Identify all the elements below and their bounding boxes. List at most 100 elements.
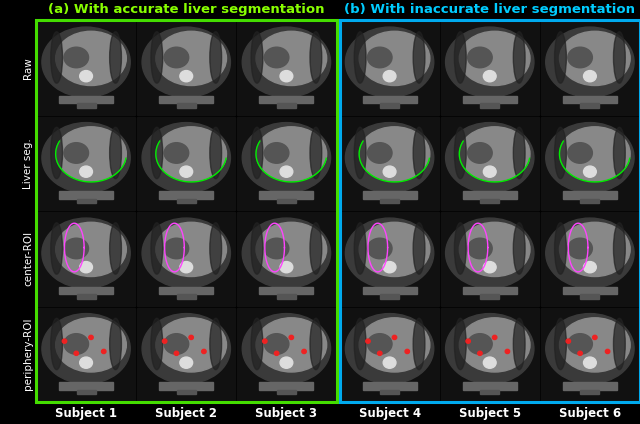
- Ellipse shape: [42, 123, 131, 192]
- Ellipse shape: [243, 123, 331, 192]
- Bar: [177, 390, 196, 394]
- Ellipse shape: [346, 27, 434, 97]
- Ellipse shape: [89, 335, 93, 340]
- Ellipse shape: [383, 166, 396, 177]
- Ellipse shape: [454, 223, 466, 274]
- Bar: [580, 390, 600, 394]
- Text: Subject 1: Subject 1: [55, 407, 117, 419]
- Ellipse shape: [142, 123, 230, 192]
- Bar: [363, 382, 417, 390]
- Ellipse shape: [302, 349, 307, 354]
- Bar: [380, 294, 399, 299]
- Bar: [59, 96, 113, 103]
- Text: (a) With accurate liver segmentation: (a) With accurate liver segmentation: [48, 3, 324, 17]
- Bar: [137, 117, 236, 210]
- Bar: [37, 117, 135, 210]
- Bar: [441, 21, 539, 114]
- Ellipse shape: [566, 339, 570, 343]
- Ellipse shape: [189, 335, 193, 340]
- Ellipse shape: [614, 318, 625, 370]
- Ellipse shape: [413, 223, 425, 274]
- Ellipse shape: [51, 127, 63, 179]
- Ellipse shape: [243, 27, 331, 97]
- Ellipse shape: [468, 334, 492, 354]
- Ellipse shape: [584, 166, 596, 177]
- Ellipse shape: [546, 123, 634, 192]
- Ellipse shape: [251, 223, 263, 274]
- Ellipse shape: [359, 127, 430, 181]
- Bar: [563, 382, 617, 390]
- Ellipse shape: [280, 70, 292, 82]
- Bar: [159, 96, 213, 103]
- Ellipse shape: [355, 127, 366, 179]
- Bar: [380, 390, 399, 394]
- Bar: [159, 382, 213, 390]
- Ellipse shape: [310, 127, 322, 179]
- Ellipse shape: [468, 143, 492, 163]
- Ellipse shape: [468, 47, 492, 68]
- Bar: [259, 191, 314, 199]
- Ellipse shape: [202, 349, 206, 354]
- Ellipse shape: [614, 32, 625, 83]
- Ellipse shape: [483, 70, 496, 82]
- Bar: [363, 96, 417, 103]
- Ellipse shape: [367, 238, 392, 259]
- Ellipse shape: [51, 318, 63, 370]
- Ellipse shape: [280, 262, 292, 273]
- Ellipse shape: [366, 339, 370, 343]
- Bar: [177, 103, 196, 108]
- Ellipse shape: [151, 223, 163, 274]
- Ellipse shape: [578, 351, 582, 355]
- Bar: [580, 103, 600, 108]
- Ellipse shape: [593, 335, 597, 340]
- Ellipse shape: [251, 32, 263, 83]
- Ellipse shape: [156, 222, 227, 276]
- Bar: [480, 390, 499, 394]
- Bar: [277, 390, 296, 394]
- Bar: [177, 199, 196, 204]
- Bar: [380, 103, 399, 108]
- Ellipse shape: [210, 127, 221, 179]
- Ellipse shape: [483, 166, 496, 177]
- Ellipse shape: [280, 166, 292, 177]
- Ellipse shape: [51, 32, 63, 83]
- Bar: [277, 294, 296, 299]
- Ellipse shape: [310, 32, 322, 83]
- Ellipse shape: [262, 339, 267, 343]
- Bar: [77, 199, 95, 204]
- Ellipse shape: [256, 222, 326, 276]
- Ellipse shape: [555, 223, 566, 274]
- Ellipse shape: [392, 335, 397, 340]
- Bar: [59, 191, 113, 199]
- Ellipse shape: [109, 318, 122, 370]
- Bar: [363, 191, 417, 199]
- Ellipse shape: [51, 223, 63, 274]
- Ellipse shape: [275, 351, 279, 355]
- Ellipse shape: [405, 349, 410, 354]
- Bar: [77, 103, 95, 108]
- Text: Subject 3: Subject 3: [255, 407, 317, 419]
- Text: periphery-ROI: periphery-ROI: [23, 318, 33, 391]
- Text: Subject 5: Subject 5: [459, 407, 521, 419]
- Ellipse shape: [64, 238, 88, 259]
- Ellipse shape: [546, 27, 634, 97]
- Bar: [59, 287, 113, 294]
- Ellipse shape: [383, 262, 396, 273]
- Bar: [259, 96, 314, 103]
- Ellipse shape: [513, 127, 525, 179]
- Ellipse shape: [584, 70, 596, 82]
- Ellipse shape: [355, 32, 366, 83]
- Bar: [137, 21, 236, 114]
- Bar: [563, 191, 617, 199]
- Ellipse shape: [264, 143, 289, 163]
- Ellipse shape: [151, 127, 163, 179]
- Ellipse shape: [383, 357, 396, 368]
- Ellipse shape: [109, 32, 122, 83]
- Ellipse shape: [555, 32, 566, 83]
- Bar: [340, 212, 438, 306]
- Ellipse shape: [355, 318, 366, 370]
- Ellipse shape: [584, 262, 596, 273]
- Ellipse shape: [174, 351, 179, 355]
- Ellipse shape: [243, 314, 331, 384]
- Ellipse shape: [64, 334, 88, 354]
